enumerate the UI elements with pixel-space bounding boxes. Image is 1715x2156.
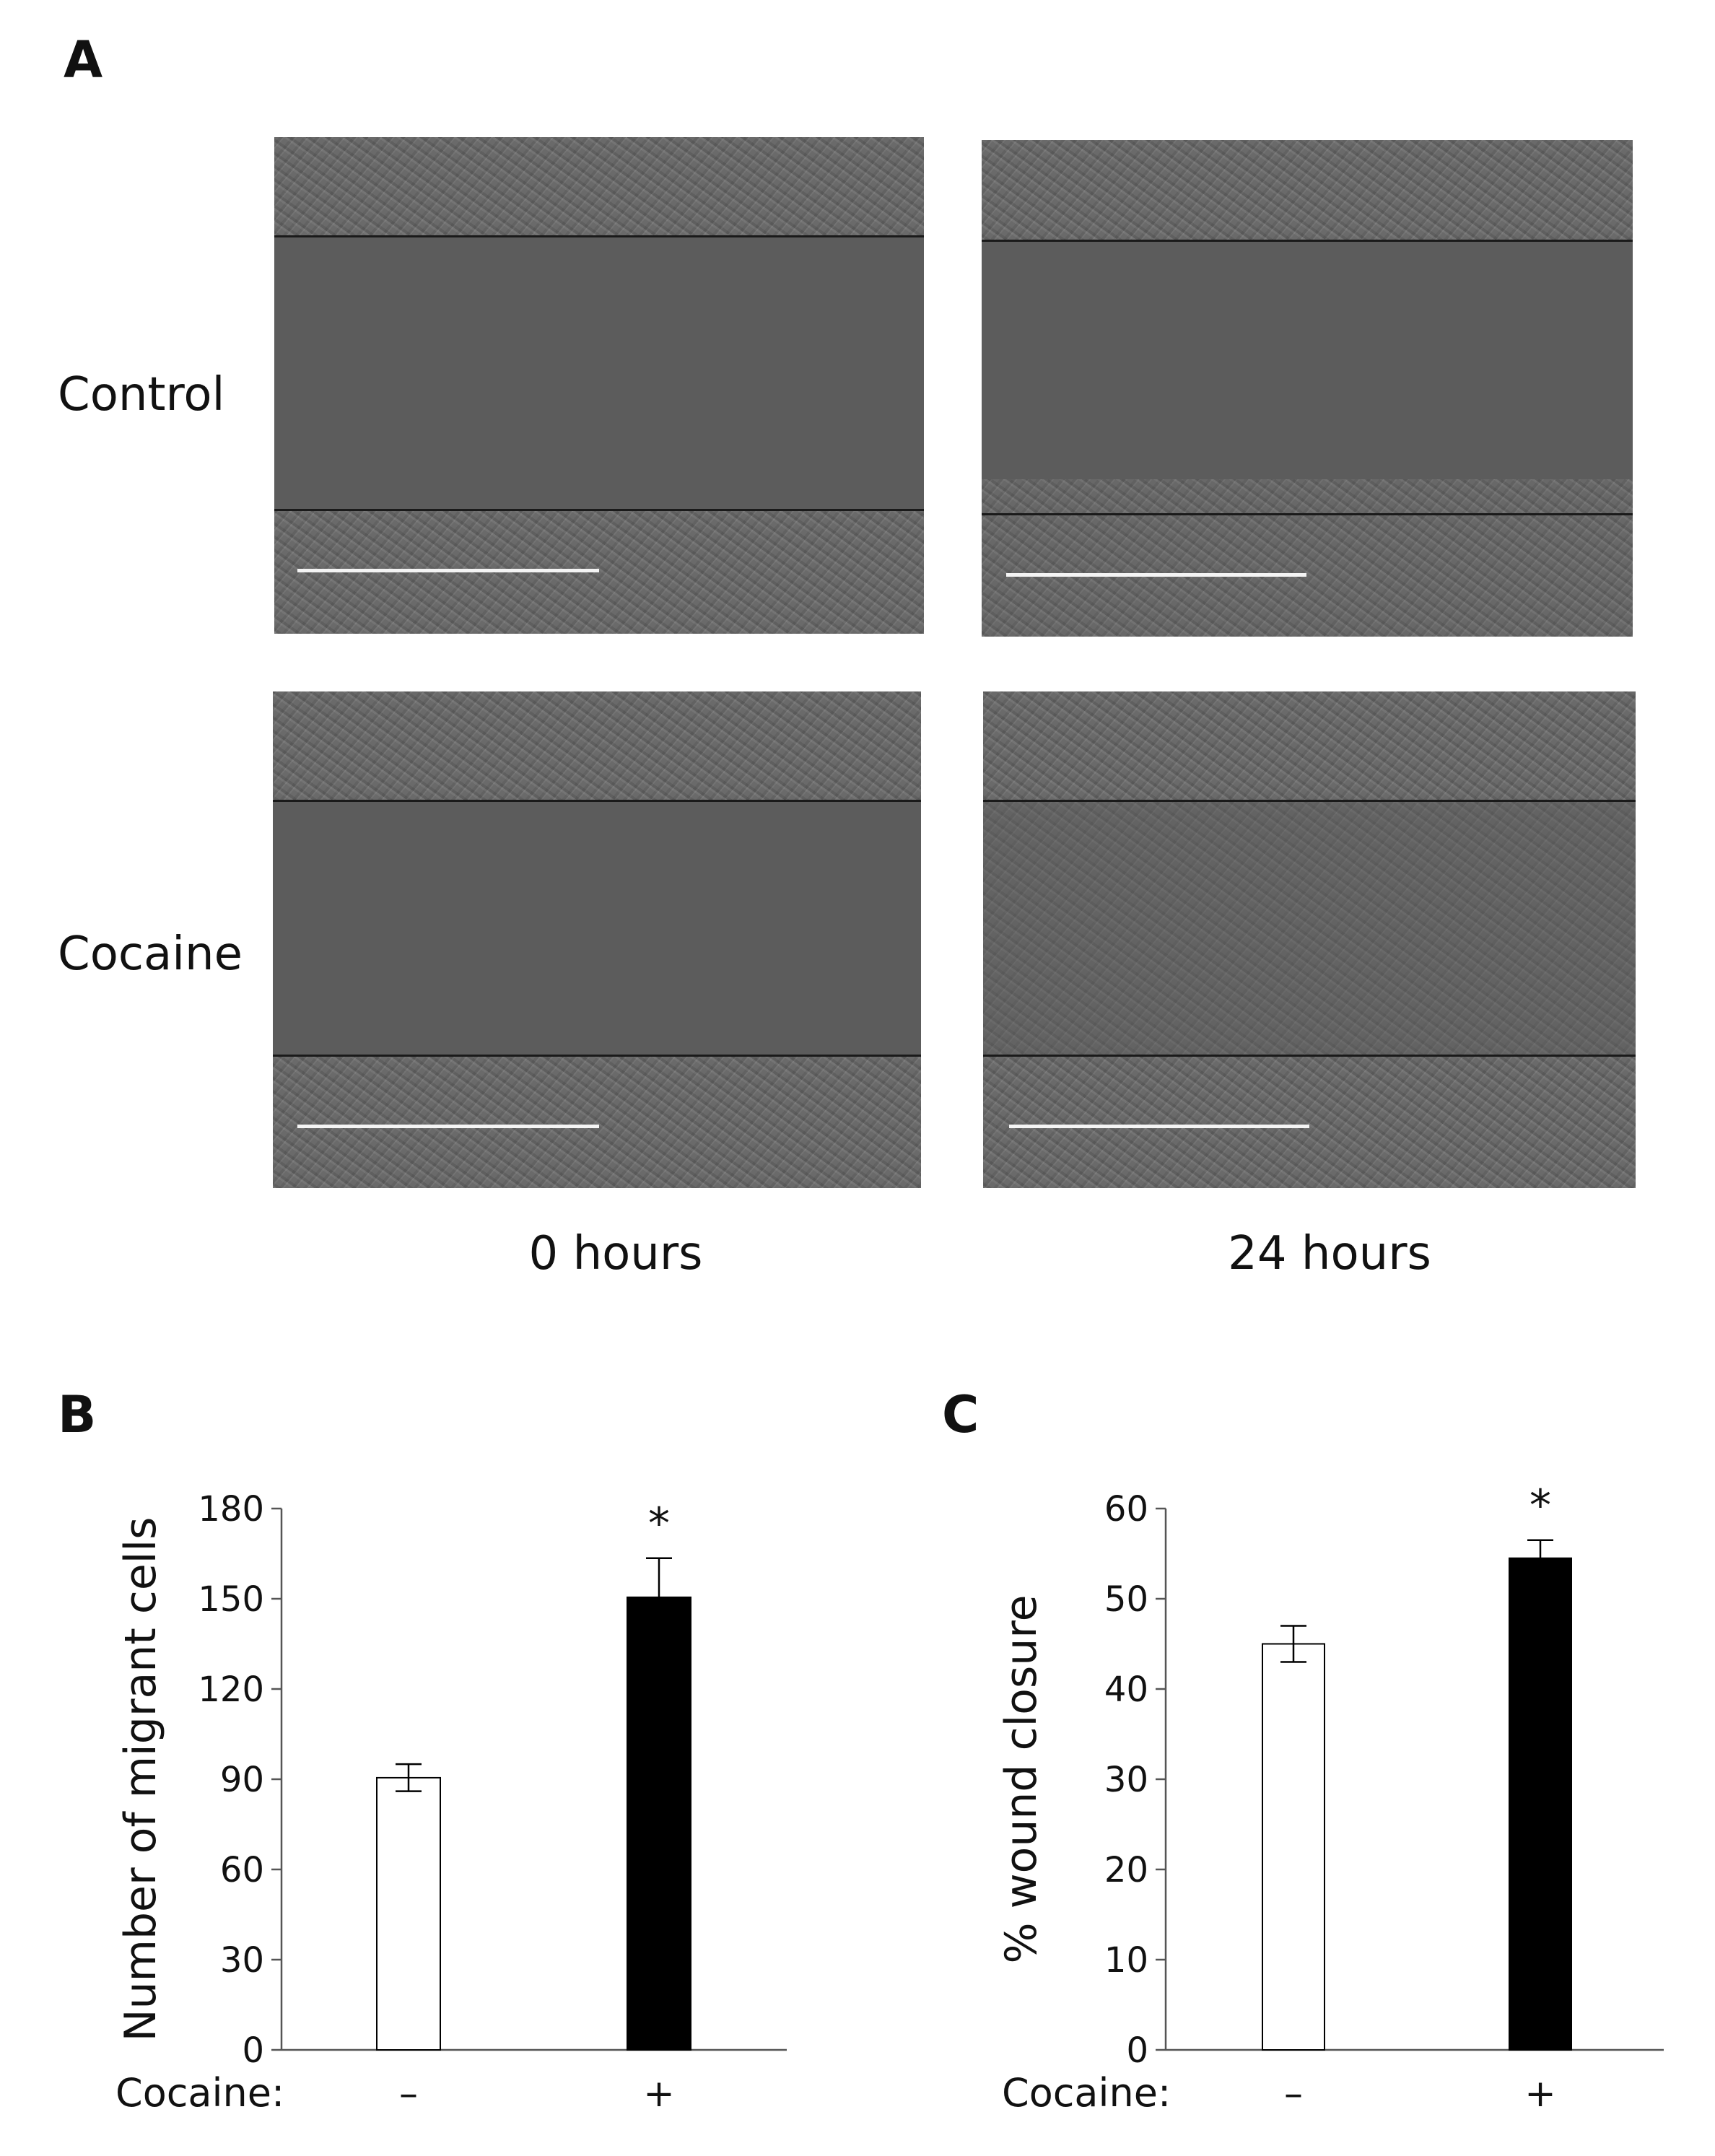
panel-c-letter: C bbox=[942, 1385, 979, 1444]
chart-migrant-cells: 0 30 60 90 120 150 180 Number of migrant cells –… bbox=[115, 1489, 787, 2116]
y-tick-label: 180 bbox=[198, 1489, 264, 1529]
wound-edge-line bbox=[274, 509, 924, 511]
error-bar bbox=[1527, 1539, 1553, 1558]
cell-layer-top bbox=[273, 691, 921, 801]
scale-bar bbox=[1006, 573, 1306, 577]
y-tick-label: 20 bbox=[1104, 1850, 1148, 1890]
x-category-label: – bbox=[399, 2072, 418, 2116]
micrograph-cocaine-0h bbox=[273, 691, 921, 1188]
y-tick-label: 0 bbox=[242, 2030, 264, 2071]
y-tick-label: 40 bbox=[1104, 1670, 1148, 1710]
bar bbox=[627, 1596, 691, 2051]
panel-a-letter: A bbox=[64, 30, 103, 90]
x-category-label: + bbox=[643, 2072, 675, 2116]
wound-edge-line bbox=[983, 800, 1636, 802]
col-label-0h: 0 hours bbox=[528, 1227, 703, 1280]
micrograph-cocaine-24h bbox=[983, 691, 1636, 1188]
x-category-label: + bbox=[1524, 2072, 1556, 2116]
bar bbox=[1262, 1643, 1325, 2051]
y-tick-label: 150 bbox=[198, 1579, 264, 1620]
y-tick-label: 90 bbox=[220, 1760, 264, 1800]
wound-edge-line bbox=[982, 240, 1633, 242]
cell-layer-bottom bbox=[273, 1056, 921, 1188]
y-tick-label: 60 bbox=[220, 1850, 264, 1890]
wound-edge-line bbox=[273, 800, 921, 802]
error-bar bbox=[396, 1763, 422, 1792]
y-tick-label: 60 bbox=[1104, 1489, 1148, 1529]
y-axis-title: Number of migrant cells bbox=[115, 1517, 166, 2042]
x-axis-title: Cocaine: bbox=[115, 2070, 284, 2116]
scale-bar bbox=[297, 1125, 599, 1128]
cell-layer-top bbox=[983, 691, 1636, 801]
row-label-cocaine: Cocaine bbox=[58, 928, 243, 981]
cell-layer-top bbox=[274, 137, 924, 237]
cell-layer-top bbox=[982, 140, 1633, 240]
wound-edge-line bbox=[982, 513, 1633, 515]
wound-edge-line bbox=[983, 1055, 1636, 1057]
cell-layer-bottom bbox=[983, 1056, 1636, 1188]
y-tick-label: 120 bbox=[198, 1670, 264, 1710]
cell-layer-middle bbox=[983, 801, 1636, 1056]
significance-annotation: * bbox=[648, 1498, 670, 1549]
col-label-24h: 24 hours bbox=[1228, 1227, 1431, 1280]
row-label-control: Control bbox=[58, 368, 225, 422]
y-tick-label: 0 bbox=[1126, 2030, 1148, 2071]
y-tick-label: 30 bbox=[1104, 1760, 1148, 1800]
error-bar bbox=[1280, 1625, 1306, 1663]
x-category-label: – bbox=[1284, 2072, 1303, 2116]
y-tick-label: 50 bbox=[1104, 1579, 1148, 1620]
micrograph-control-24h bbox=[982, 140, 1633, 637]
scale-bar bbox=[1009, 1125, 1309, 1128]
y-axis-title: % wound closure bbox=[996, 1595, 1047, 1964]
panel-b-letter: B bbox=[58, 1385, 97, 1444]
cell-layer-bottom bbox=[982, 479, 1633, 637]
scale-bar bbox=[297, 569, 599, 572]
cell-layer-bottom bbox=[274, 510, 924, 634]
wound-edge-line bbox=[274, 235, 924, 237]
x-axis-title: Cocaine: bbox=[1002, 2070, 1171, 2116]
error-bar bbox=[646, 1557, 672, 1597]
bar bbox=[1509, 1557, 1572, 2051]
significance-annotation: * bbox=[1529, 1480, 1551, 1531]
y-tick-label: 10 bbox=[1104, 1940, 1148, 1981]
bar bbox=[376, 1776, 441, 2051]
micrograph-control-0h bbox=[274, 137, 924, 634]
y-tick-label: 30 bbox=[220, 1940, 264, 1981]
wound-edge-line bbox=[273, 1055, 921, 1057]
chart-wound-closure: 0 10 20 30 40 50 60 % wound closure – + * Cocaine: bbox=[996, 1480, 1664, 2116]
